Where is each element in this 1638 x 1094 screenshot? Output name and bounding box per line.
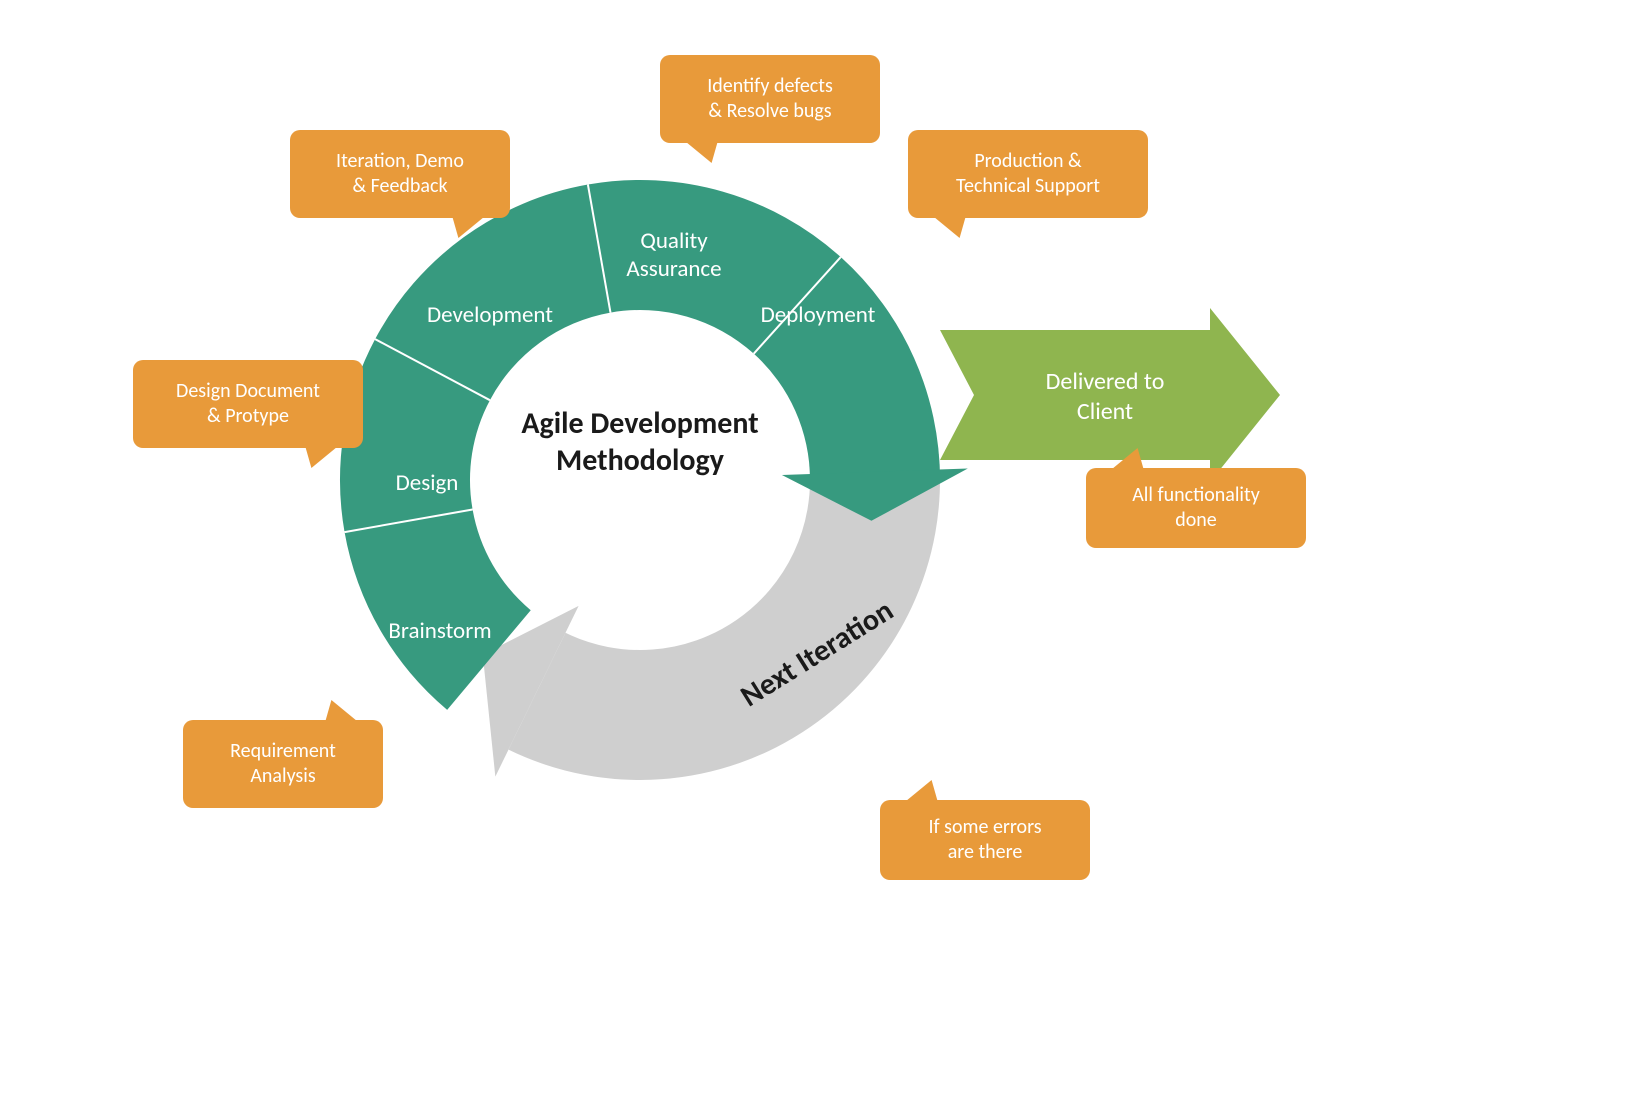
callout-req: RequirementAnalysis — [183, 720, 383, 808]
callout-iter: Iteration, Demo& Feedback — [290, 130, 510, 218]
callout-defects: Identify defects& Resolve bugs — [660, 55, 880, 143]
segment-label-qa: QualityAssurance — [594, 228, 754, 283]
callout-errors: If some errorsare there — [880, 800, 1090, 880]
segment-label-deployment: Deployment — [738, 302, 898, 330]
center-title-text: Agile Development Methodology — [521, 405, 758, 479]
segment-label-development: Development — [410, 302, 570, 330]
center-title: Agile Development Methodology — [520, 405, 760, 479]
callout-prod: Production &Technical Support — [908, 130, 1148, 218]
segment-label-design: Design — [347, 470, 507, 498]
segment-label-brainstorm: Brainstorm — [360, 618, 520, 646]
callout-designdoc: Design Document& Protype — [133, 360, 363, 448]
callout-allfunc: All functionalitydone — [1086, 468, 1306, 548]
ring-svg — [0, 0, 1638, 1094]
agile-diagram: Agile Development Methodology Brainstorm… — [0, 0, 1638, 1094]
delivered-label: Delivered toClient — [980, 367, 1230, 427]
